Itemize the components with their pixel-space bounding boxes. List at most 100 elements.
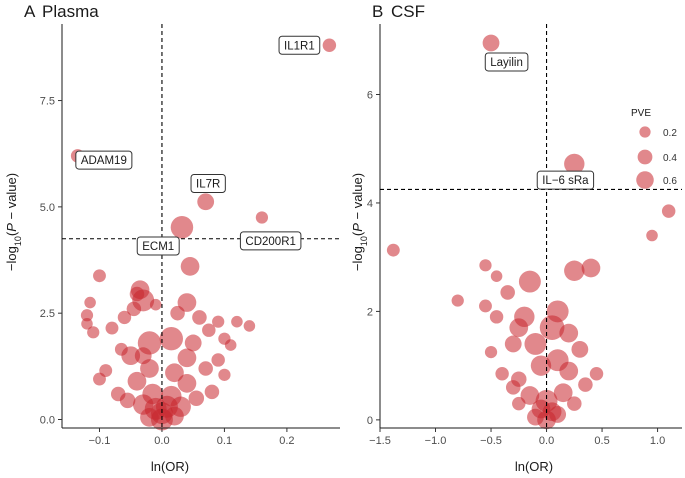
plasma-gene-label-text: ECM1 <box>142 241 174 253</box>
csf-highlight-point <box>564 153 585 175</box>
plasma-points <box>70 38 337 431</box>
csf-x-tick-label: −0.5 <box>480 435 502 447</box>
plasma-gene-labels: IL1R1 ADAM19 IL7R CD200R1 ECM1 <box>75 35 321 256</box>
plasma-point <box>80 309 94 322</box>
plasma-gene-label-text: CD200R1 <box>245 236 296 248</box>
csf-point <box>527 408 544 426</box>
plasma-panel-title: Plasma <box>42 2 99 21</box>
plasma-point <box>231 315 243 328</box>
plasma-point <box>129 286 145 302</box>
plasma-gene-label-text: IL7R <box>196 178 220 190</box>
plasma-point <box>243 320 256 332</box>
csf-point <box>518 270 541 293</box>
csf-point <box>500 285 515 300</box>
plasma-point <box>184 334 202 352</box>
plasma-gene-label-text: ADAM19 <box>81 155 127 167</box>
plasma-gene-label: ECM1 <box>136 236 180 256</box>
plasma-panel: A Plasma −0.1 0.0 0.1 0.2 0.0 2.5 5.0 7.5 IL1R1… <box>4 2 340 474</box>
plasma-x-tick-label: 0.1 <box>217 435 232 447</box>
csf-point <box>564 260 585 281</box>
csf-gene-label: IL−6 sRa <box>536 170 595 190</box>
plasma-gene-label-box <box>239 231 302 251</box>
plasma-point <box>117 310 132 325</box>
csf-x-axis-title: ln(OR) <box>515 459 553 474</box>
plasma-point <box>212 315 225 328</box>
pve-legend-label: 0.2 <box>663 128 677 139</box>
plasma-point <box>188 390 205 406</box>
csf-x-tick-label: 0.0 <box>539 435 554 447</box>
csf-point <box>386 243 400 257</box>
plasma-point <box>165 363 184 383</box>
csf-y-tick-label: 6 <box>367 89 373 101</box>
csf-point <box>490 270 503 282</box>
plasma-point <box>224 339 237 351</box>
plasma-point <box>180 257 200 276</box>
plasma-point <box>204 384 220 400</box>
pve-legend-title: PVE <box>631 108 651 119</box>
csf-point <box>504 335 522 353</box>
plasma-point <box>114 342 128 356</box>
csf-point <box>559 323 579 343</box>
plasma-gene-label: ADAM19 <box>75 150 133 170</box>
csf-points <box>386 34 676 430</box>
plasma-gene-label: IL1R1 <box>278 35 321 55</box>
csf-x-tick-label: 0.5 <box>594 435 609 447</box>
plasma-panel-letter: A <box>24 2 36 21</box>
csf-point <box>520 386 540 405</box>
plasma-point <box>110 386 126 402</box>
plasma-y-tick-label: 7.5 <box>40 96 55 108</box>
plasma-gene-label-text: IL1R1 <box>284 40 315 52</box>
csf-point <box>509 318 529 338</box>
plasma-highlight-point <box>322 38 337 52</box>
plasma-point <box>198 361 213 376</box>
csf-point <box>578 377 593 392</box>
plasma-highlight-point <box>255 211 269 224</box>
csf-y-axis-title: −log10(P − value) <box>350 173 369 271</box>
plasma-x-tick-label: −0.1 <box>89 435 111 447</box>
csf-point <box>479 299 492 313</box>
csf-y-tick-label: 4 <box>367 198 373 210</box>
csf-point <box>559 361 579 381</box>
pve-legend-label: 0.4 <box>663 153 677 164</box>
csf-point <box>495 367 509 381</box>
csf-point <box>549 406 567 423</box>
plasma-y-tick-label: 0.0 <box>40 414 55 426</box>
csf-point <box>524 332 547 355</box>
plasma-highlight-point <box>197 193 215 211</box>
plasma-point <box>192 310 207 325</box>
csf-panel-title: CSF <box>391 2 425 21</box>
csf-gene-label-text: IL−6 sRa <box>542 175 589 187</box>
plasma-point <box>202 323 216 337</box>
plasma-highlight-point <box>170 216 194 239</box>
csf-y-tick-label: 2 <box>367 306 373 318</box>
csf-panel-letter: B <box>372 2 383 21</box>
csf-point <box>479 259 492 272</box>
csf-point <box>589 367 604 381</box>
pve-legend: PVE 0.2 0.4 0.6 <box>631 108 677 189</box>
csf-gene-label: Layilin <box>484 52 529 72</box>
csf-panel: B CSF −1.5 −1.0 −0.5 0.0 0.5 1.0 0 2 4 6 Layilin I… <box>350 2 682 474</box>
csf-point <box>581 258 601 278</box>
csf-point <box>505 380 521 395</box>
csf-point <box>512 396 526 411</box>
plasma-point <box>134 347 152 365</box>
csf-point <box>489 310 504 324</box>
plasma-point <box>177 373 197 393</box>
pve-legend-swatch <box>637 149 653 165</box>
csf-point <box>567 396 582 411</box>
csf-gene-label-box <box>484 52 529 72</box>
csf-point <box>661 204 676 218</box>
plasma-point <box>84 296 96 309</box>
csf-point <box>451 294 464 307</box>
plasma-y-axis-title: −log10(P − value) <box>4 173 23 271</box>
plasma-gene-label-box <box>136 236 180 256</box>
plasma-x-axis-title: ln(OR) <box>151 459 189 474</box>
plasma-point <box>218 368 231 381</box>
csf-axes: −1.5 −1.0 −0.5 0.0 0.5 1.0 0 2 4 6 <box>367 24 682 447</box>
plasma-point <box>87 326 100 339</box>
plasma-point <box>177 348 197 368</box>
plasma-point <box>211 353 225 367</box>
plasma-gene-label: CD200R1 <box>239 231 302 251</box>
plasma-point <box>149 298 162 311</box>
